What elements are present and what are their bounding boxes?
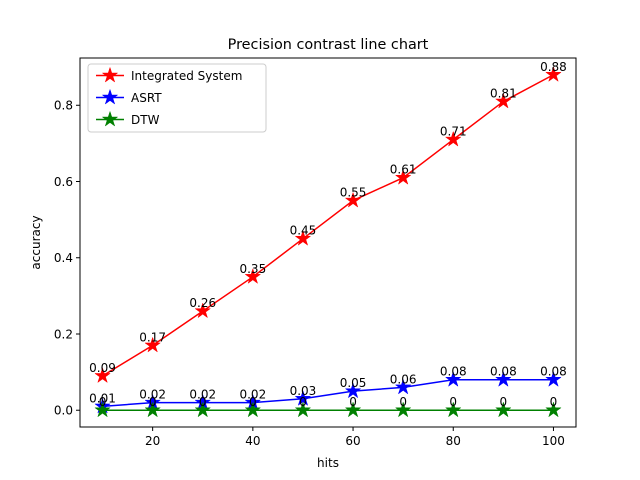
data-point-marker	[444, 370, 462, 387]
legend-label-0: Integrated System	[131, 69, 242, 83]
data-label: 0.55	[340, 186, 367, 200]
data-label: 0	[149, 395, 157, 409]
data-point-marker	[144, 336, 162, 353]
data-point-marker	[494, 401, 512, 418]
data-label: 0.35	[239, 262, 266, 276]
data-point-marker	[394, 378, 412, 395]
series-line-1	[102, 378, 554, 408]
y-tick-label: 0.4	[54, 251, 73, 265]
data-label: 0.61	[390, 163, 417, 177]
data-label: 0.08	[540, 365, 567, 379]
legend-label-1: ASRT	[131, 91, 162, 105]
data-point-marker	[94, 401, 111, 418]
data-label: 0.08	[440, 365, 467, 379]
data-point-marker	[494, 92, 512, 109]
data-point-marker	[545, 370, 562, 387]
data-label: 0.88	[540, 60, 567, 74]
data-label: 0.81	[490, 86, 517, 100]
data-label: 0	[550, 395, 558, 409]
data-point-marker	[94, 367, 111, 384]
y-tick-label: 0.2	[54, 327, 73, 341]
data-label: 0.06	[390, 372, 417, 386]
data-label: 0.26	[189, 296, 216, 310]
data-point-marker	[294, 229, 312, 246]
data-label: 0.17	[139, 330, 166, 344]
data-point-marker	[294, 401, 312, 418]
x-tick-label: 60	[345, 434, 360, 448]
data-label: 0	[349, 395, 357, 409]
legend-box	[87, 63, 267, 133]
data-point-marker	[545, 65, 562, 82]
y-tick-label: 0.0	[54, 404, 73, 418]
legend-marker-0	[101, 66, 119, 83]
data-point-marker	[244, 401, 262, 418]
legend-marker-2	[101, 110, 119, 127]
data-point-marker	[194, 302, 212, 319]
data-point-marker	[194, 401, 212, 418]
legend-label-2: DTW	[131, 113, 160, 127]
series-layer	[94, 65, 562, 418]
data-labels-layer: 0.09 0.17 0.26 0.35 0.45 0.55 0.61 0.71 0.81 0.88…	[89, 60, 567, 409]
x-tick-label: 100	[542, 434, 565, 448]
data-label: 0.02	[139, 388, 166, 402]
data-label: 0	[399, 395, 407, 409]
data-point-marker	[344, 191, 362, 208]
data-label: 0.05	[340, 376, 367, 390]
data-label: 0	[99, 395, 107, 409]
plot-area	[79, 57, 577, 428]
data-point-marker	[344, 382, 362, 399]
data-label: 0	[199, 395, 207, 409]
y-axis-label: accuracy	[29, 215, 43, 269]
chart-title: Precision contrast line chart	[228, 37, 429, 53]
y-axis: 0.0 0.2 0.4 0.6 0.8	[54, 99, 80, 418]
x-tick-label: 20	[145, 434, 160, 448]
series-line-0	[102, 74, 554, 377]
legend-marker-1	[101, 88, 119, 105]
data-label: 0.01	[89, 391, 116, 405]
data-label: 0	[299, 395, 307, 409]
x-tick-label: 80	[446, 434, 461, 448]
data-point-marker	[494, 370, 512, 387]
data-point-marker	[394, 168, 412, 185]
data-label: 0.45	[290, 224, 317, 238]
x-tick-label: 40	[245, 434, 260, 448]
legend: Integrated System ASRT DTW	[87, 63, 267, 133]
data-point-marker	[344, 401, 362, 418]
data-point-marker	[244, 268, 262, 284]
data-label: 0.02	[239, 388, 266, 402]
data-point-marker	[444, 401, 462, 418]
data-label: 0	[249, 395, 257, 409]
data-label: 0.08	[490, 365, 517, 379]
data-label: 0.03	[290, 384, 317, 398]
data-point-marker	[545, 401, 562, 418]
data-point-marker	[444, 130, 462, 147]
x-axis-label: hits	[317, 456, 339, 470]
data-label: 0	[449, 395, 457, 409]
plot-frame	[79, 57, 577, 428]
data-point-marker	[144, 401, 162, 418]
data-label: 0.71	[440, 125, 467, 139]
data-label: 0.09	[89, 361, 116, 375]
y-tick-label: 0.8	[54, 99, 73, 113]
data-label: 0.02	[189, 388, 216, 402]
x-axis: 20 40 60 80 100	[145, 427, 565, 448]
data-point-marker	[394, 401, 412, 418]
y-tick-label: 0.6	[54, 175, 73, 189]
data-label: 0	[500, 395, 508, 409]
